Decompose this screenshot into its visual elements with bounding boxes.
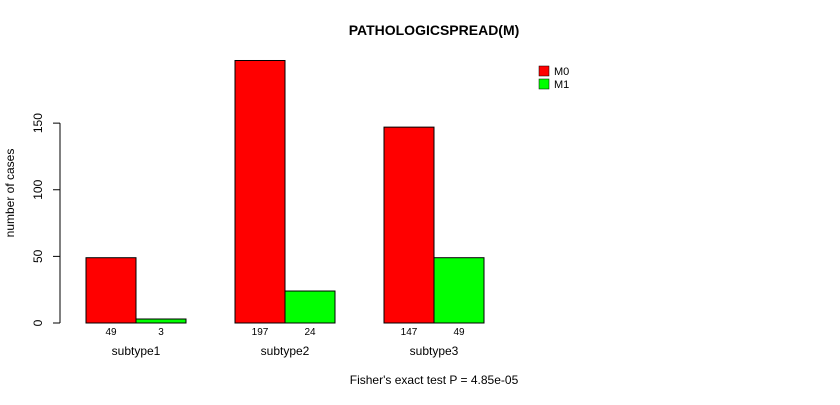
bar-count-label-subtype1-M0: 49 <box>105 327 117 338</box>
bar-subtype3-M1 <box>433 257 485 324</box>
category-label-subtype2: subtype2 <box>261 344 310 358</box>
legend-swatch-M1 <box>538 78 550 90</box>
bars-group <box>85 59 485 324</box>
bar-subtype2-M0 <box>234 59 286 324</box>
y-axis-label: number of cases <box>3 149 17 238</box>
fisher-test-footnote: Fisher's exact test P = 4.85e-05 <box>350 373 519 387</box>
bar-subtype1-M1 <box>135 318 187 324</box>
bar-subtype3-M0 <box>383 126 435 324</box>
bar-count-label-subtype3-M0: 147 <box>401 327 418 338</box>
y-tick-label: 50 <box>31 249 45 263</box>
category-labels-group: subtype1 subtype2 subtype3 <box>112 344 459 358</box>
legend-swatch-M0 <box>538 65 550 77</box>
bar-subtype1-M0 <box>85 257 137 324</box>
bar-count-label-subtype1-M1: 3 <box>158 327 164 338</box>
legend-label-M0: M0 <box>554 66 569 78</box>
category-label-subtype3: subtype3 <box>410 344 459 358</box>
bar-count-label-subtype3-M1: 49 <box>453 327 465 338</box>
legend-label-M1: M1 <box>554 79 569 91</box>
count-labels-group: 49 3 197 24 147 49 <box>105 327 465 338</box>
y-tick-label: 100 <box>31 179 45 199</box>
bar-count-label-subtype2-M0: 197 <box>252 327 269 338</box>
chart-title: PATHOLOGICSPREAD(M) <box>349 22 520 38</box>
bar-subtype2-M1 <box>284 290 336 324</box>
y-tick-label: 0 <box>31 319 45 326</box>
bar-count-label-subtype2-M1: 24 <box>304 327 316 338</box>
y-axis: 0 50 100 150 <box>31 113 61 326</box>
y-tick-label: 150 <box>31 113 45 133</box>
category-label-subtype1: subtype1 <box>112 344 161 358</box>
